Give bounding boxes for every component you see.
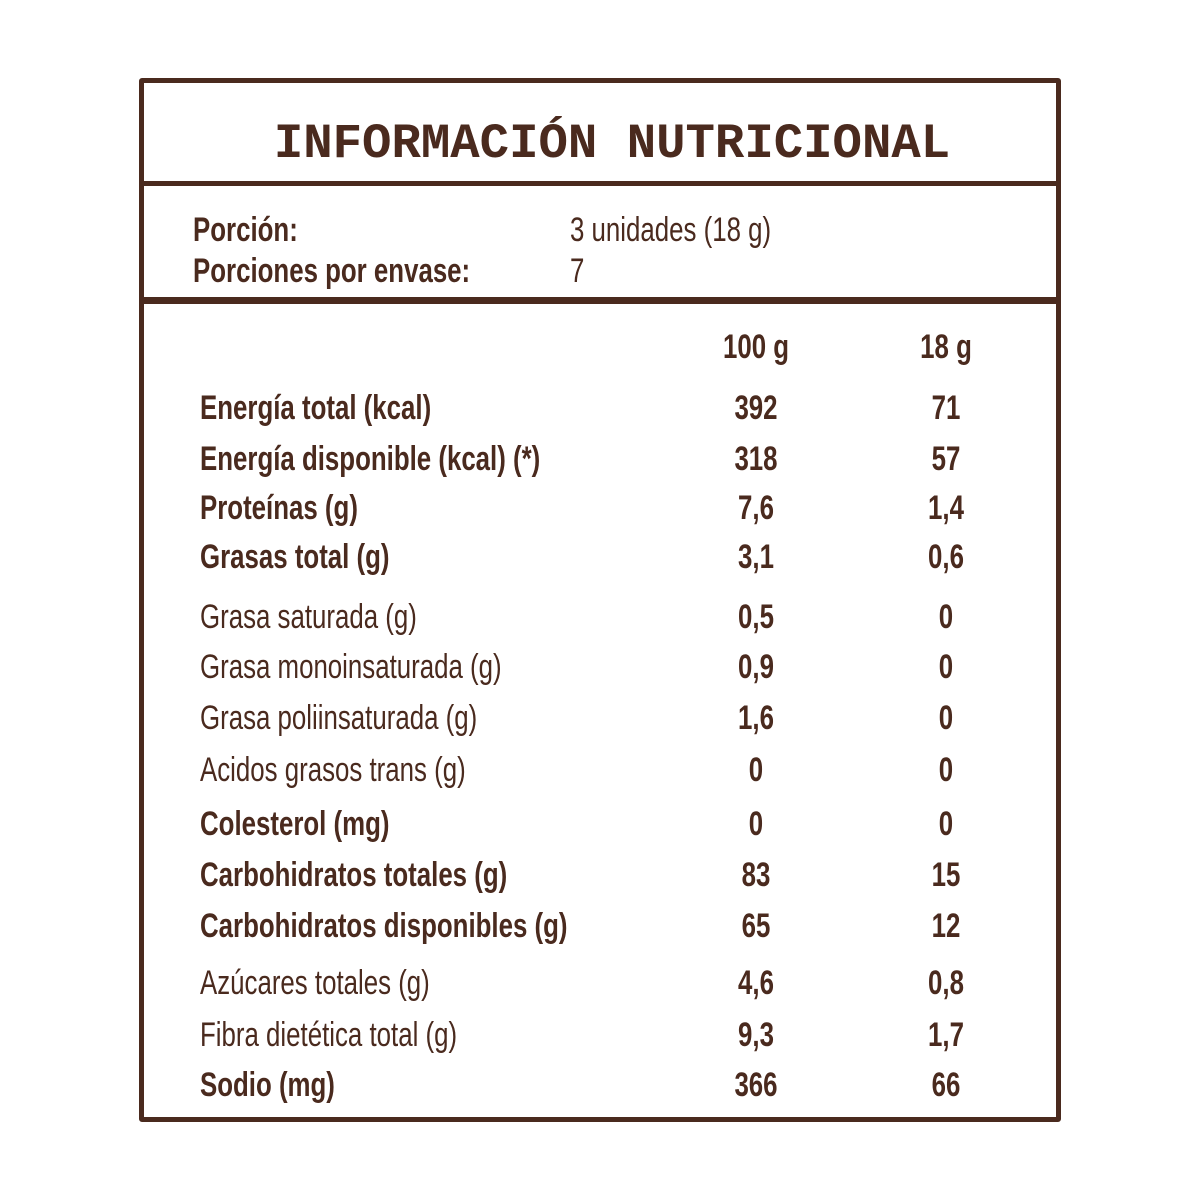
value-100g: 83 [741, 856, 771, 894]
value-100g: 1,6 [738, 699, 774, 737]
nutrient-label: Acidos grasos trans (g) [200, 751, 466, 789]
serving-label: Porción: [193, 211, 298, 249]
label-frame [139, 78, 1061, 1122]
serving-label: Porciones por envase: [193, 252, 471, 290]
value-portion: 0 [938, 598, 954, 636]
divider [139, 297, 1061, 304]
serving-value: 3 unidades (18 g) [570, 211, 772, 249]
nutrient-label: Grasa saturada (g) [200, 598, 417, 636]
nutrient-label: Azúcares totales (g) [200, 964, 430, 1002]
nutrient-label: Carbohidratos totales (g) [200, 856, 508, 894]
value-portion: 0,6 [928, 538, 964, 576]
value-portion: 0,8 [928, 964, 964, 1002]
value-portion: 0 [938, 648, 954, 686]
value-100g: 318 [734, 440, 778, 478]
value-portion: 71 [931, 389, 961, 427]
nutrient-label: Grasas total (g) [200, 538, 390, 576]
nutrient-label: Proteínas (g) [200, 489, 358, 527]
value-portion: 0 [938, 751, 954, 789]
value-portion: 12 [931, 907, 961, 945]
nutrient-label: Grasa monoinsaturada (g) [200, 648, 502, 686]
value-100g: 7,6 [738, 489, 774, 527]
title: INFORMACIÓN NUTRICIONAL [273, 116, 951, 172]
nutrient-label: Energía disponible (kcal) (*) [200, 440, 541, 478]
value-portion: 0 [938, 699, 954, 737]
value-portion: 1,7 [928, 1016, 964, 1054]
value-100g: 65 [741, 907, 771, 945]
value-100g: 0 [748, 805, 764, 843]
value-portion: 0 [938, 805, 954, 843]
value-100g: 392 [734, 389, 778, 427]
nutrient-label: Carbohidratos disponibles (g) [200, 907, 568, 945]
value-100g: 9,3 [738, 1016, 774, 1054]
value-portion: 66 [931, 1066, 961, 1104]
nutrient-label: Fibra dietética total (g) [200, 1016, 458, 1054]
nutrient-label: Energía total (kcal) [200, 389, 432, 427]
nutrient-label: Colesterol (mg) [200, 805, 390, 843]
nutrient-label: Grasa poliinsaturada (g) [200, 699, 478, 737]
column-header: 100 g [722, 328, 790, 366]
value-100g: 0,9 [738, 648, 774, 686]
nutrient-label: Sodio (mg) [200, 1066, 335, 1104]
value-portion: 1,4 [928, 489, 964, 527]
divider [139, 181, 1061, 186]
value-100g: 366 [734, 1066, 778, 1104]
value-portion: 15 [931, 856, 961, 894]
value-100g: 3,1 [738, 538, 774, 576]
column-header: 18 g [920, 328, 972, 366]
value-100g: 4,6 [738, 964, 774, 1002]
value-portion: 57 [931, 440, 961, 478]
value-100g: 0 [748, 751, 764, 789]
serving-value: 7 [570, 252, 585, 290]
value-100g: 0,5 [738, 598, 774, 636]
